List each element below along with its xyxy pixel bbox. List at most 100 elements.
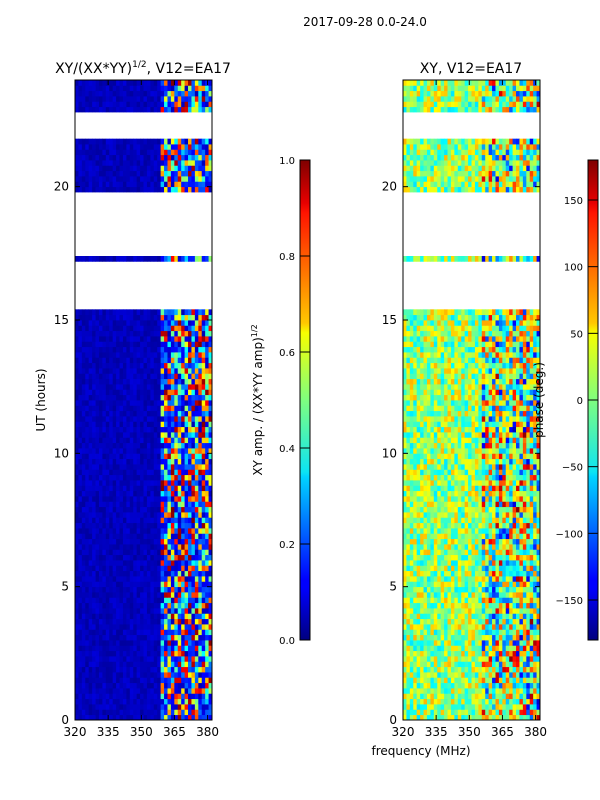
p2-heatmap-cell xyxy=(406,602,411,609)
panel1-title: XY/(XX*YY)1/2, V12=EA17 xyxy=(55,60,231,77)
p1-heatmap-cell xyxy=(184,549,189,556)
p1-heatmap-cell xyxy=(164,458,168,465)
p2-heatmap-cell xyxy=(488,704,493,710)
p1-heatmap-cell xyxy=(126,149,131,156)
p2-heatmap-cell xyxy=(519,672,524,678)
p1-heatmap-cell xyxy=(81,597,86,604)
p1-heatmap-cell xyxy=(78,165,83,172)
p1-heatmap-cell xyxy=(136,160,141,166)
p1-heatmap-cell xyxy=(78,682,83,689)
p1-heatmap-cell xyxy=(177,426,182,433)
p1-heatmap-cell xyxy=(105,154,110,161)
p1-heatmap-cell xyxy=(205,389,209,396)
p1-heatmap-cell xyxy=(174,677,179,684)
p1-heatmap-cell xyxy=(75,394,79,401)
p2-heatmap-cell xyxy=(406,629,411,636)
p2-heatmap-cell xyxy=(403,613,407,620)
p2-heatmap-cell xyxy=(505,693,510,700)
p2-heatmap-cell xyxy=(447,640,452,646)
p1-heatmap-cell xyxy=(188,698,192,705)
p1-heatmap-cell xyxy=(157,661,162,668)
p1-heatmap-cell xyxy=(81,613,86,620)
p1-heatmap-cell xyxy=(102,90,107,97)
p1-heatmap-cell xyxy=(85,490,90,497)
p1-heatmap-cell xyxy=(119,320,124,326)
p1-heatmap-cell xyxy=(75,421,79,428)
p1-heatmap-cell xyxy=(122,666,127,673)
p1-heatmap-cell xyxy=(119,453,124,460)
p2-heatmap-cell xyxy=(498,666,503,673)
p1-heatmap-cell xyxy=(88,426,93,433)
p2-heatmap-cell xyxy=(440,645,445,652)
p1-heatmap-cell xyxy=(194,485,199,492)
p1-heatmap-cell xyxy=(157,80,162,86)
p1-heatmap-cell xyxy=(201,650,206,657)
p1-heatmap-cell xyxy=(75,378,79,385)
p2-heatmap-cell xyxy=(509,693,513,700)
p1-heatmap-cell xyxy=(112,634,117,641)
p1-heatmap-cell xyxy=(208,629,212,636)
p2-heatmap-cell xyxy=(474,709,479,716)
p1-heatmap-cell xyxy=(164,698,168,705)
p1-heatmap-cell xyxy=(181,549,185,556)
p1-heatmap-cell xyxy=(98,352,103,358)
p1-heatmap-cell xyxy=(191,677,196,684)
p1-heatmap-cell xyxy=(177,138,182,145)
p1-heatmap-cell xyxy=(150,330,155,337)
p1-heatmap-cell xyxy=(198,650,203,657)
p1-heatmap-cell xyxy=(112,416,117,422)
p1-heatmap-cell xyxy=(184,432,189,438)
p1-heatmap-cell xyxy=(102,186,107,193)
p1-heatmap-cell xyxy=(184,709,189,716)
p1-heatmap-cell xyxy=(109,80,114,86)
p1-heatmap-cell xyxy=(157,602,162,609)
p1-heatmap-cell xyxy=(136,688,141,694)
p1-heatmap-cell xyxy=(146,565,151,572)
p1-heatmap-cell xyxy=(133,560,138,566)
p1-heatmap-cell xyxy=(191,368,196,374)
p1-heatmap-cell xyxy=(184,624,189,630)
p1-heatmap-cell xyxy=(140,453,144,460)
p2-heatmap-cell xyxy=(492,640,496,646)
p1-heatmap-cell xyxy=(201,448,206,454)
p1-heatmap-cell xyxy=(194,170,199,177)
p1-heatmap-cell xyxy=(105,485,110,492)
p2-heatmap-cell xyxy=(450,677,455,684)
p2-heatmap-cell xyxy=(433,618,438,625)
p1-heatmap-cell xyxy=(95,661,100,668)
p1-heatmap-cell xyxy=(150,608,155,614)
p1-heatmap-cell xyxy=(112,325,117,332)
p1-heatmap-cell xyxy=(116,640,120,646)
p2-heatmap-cell xyxy=(526,682,531,689)
p1-heatmap-cell xyxy=(88,693,93,700)
p1-heatmap-cell xyxy=(126,416,131,422)
p1-heatmap-cell xyxy=(170,709,175,716)
p2-heatmap-cell xyxy=(519,586,524,593)
p2-heatmap-cell xyxy=(529,608,534,614)
p1-heatmap-cell xyxy=(112,640,117,646)
p1-heatmap-cell xyxy=(119,474,124,481)
p1-heatmap-cell xyxy=(126,368,131,374)
p1-heatmap-cell xyxy=(105,384,110,390)
p1-heatmap-cell xyxy=(78,522,83,529)
p1-heatmap-cell xyxy=(184,672,189,678)
p2-heatmap-cell xyxy=(457,693,462,700)
p2-heatmap-cell xyxy=(423,693,428,700)
p1-heatmap-cell xyxy=(140,528,144,534)
p2-heatmap-cell xyxy=(529,666,534,673)
p1-heatmap-cell xyxy=(153,634,158,641)
p2-heatmap-cell xyxy=(536,576,540,582)
p1-heatmap-cell xyxy=(140,634,144,641)
p1-heatmap-cell xyxy=(191,560,196,566)
p1-heatmap-cell xyxy=(88,448,93,454)
p1-heatmap-cell xyxy=(167,101,172,108)
p2-heatmap-cell xyxy=(526,688,531,694)
p1-heatmap-cell xyxy=(208,693,212,700)
p1-heatmap-cell xyxy=(157,90,162,97)
p1-heatmap-cell xyxy=(119,90,124,97)
p2-heatmap-cell xyxy=(536,677,540,684)
p1-heatmap-cell xyxy=(167,474,172,481)
p2-heatmap-cell xyxy=(423,629,428,636)
p1-heatmap-cell xyxy=(191,618,196,625)
p1-heatmap-cell xyxy=(109,624,114,630)
